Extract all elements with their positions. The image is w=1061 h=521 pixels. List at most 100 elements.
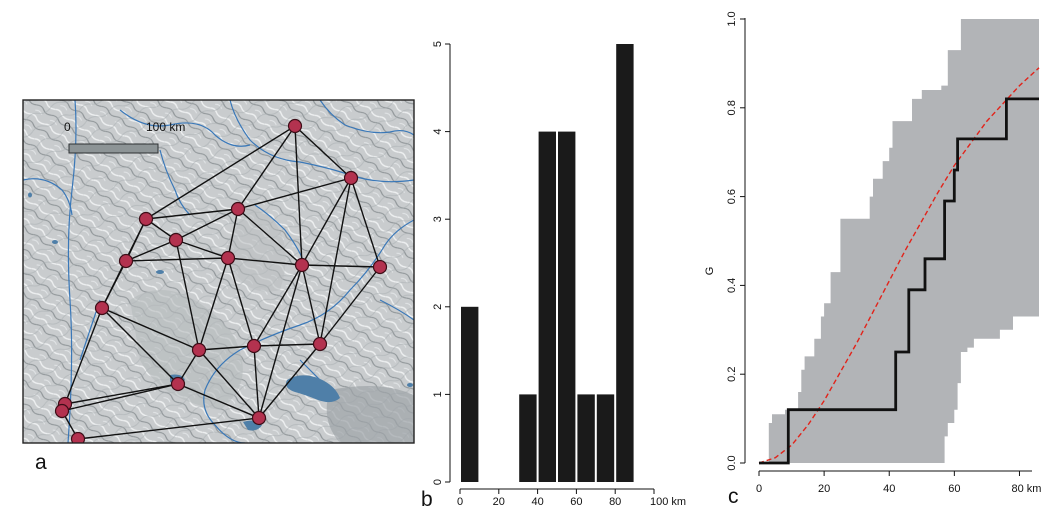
g-y-tick-label: 0.4 bbox=[726, 278, 738, 293]
map-frame bbox=[22, 99, 415, 444]
g-y-axis: 0.0 0.2 0.4 0.6 0.8 1.0 bbox=[726, 11, 746, 471]
network-node bbox=[118, 253, 134, 269]
histogram-bar bbox=[461, 306, 479, 482]
network-edge bbox=[77, 417, 260, 440]
network-edge bbox=[237, 125, 296, 210]
histogram-y-tick-label: 0 bbox=[432, 479, 444, 485]
network-edge bbox=[145, 208, 239, 220]
network-node bbox=[294, 257, 310, 273]
network-edge bbox=[253, 343, 321, 347]
network-node bbox=[191, 342, 207, 358]
network-node bbox=[94, 300, 110, 316]
simulation-envelope bbox=[759, 19, 1039, 463]
network-node bbox=[54, 403, 70, 419]
network-edge bbox=[319, 177, 352, 345]
panel-label-b: b bbox=[421, 488, 433, 511]
histogram-bars bbox=[461, 44, 634, 482]
scale-bar: 0 100 km bbox=[64, 120, 185, 154]
network-edge bbox=[125, 257, 229, 262]
network-edge bbox=[198, 349, 260, 419]
panel-label-a: a bbox=[35, 451, 47, 474]
network-node bbox=[230, 201, 246, 217]
g-y-axis-label: G bbox=[704, 267, 716, 276]
histogram-y-tick-label: 3 bbox=[432, 216, 444, 222]
network-edge bbox=[294, 125, 352, 179]
network-edge bbox=[64, 307, 103, 405]
histogram-bar bbox=[558, 131, 576, 482]
network-nodes bbox=[54, 118, 388, 443]
histogram-bar bbox=[616, 44, 634, 482]
network-node bbox=[343, 170, 359, 186]
g-y-tick-label: 1.0 bbox=[726, 11, 738, 26]
histogram-bar bbox=[538, 131, 556, 482]
network-edge bbox=[258, 343, 321, 419]
histogram-x-tick-label: 100 km bbox=[650, 496, 686, 508]
network-node bbox=[170, 376, 186, 392]
network-node bbox=[138, 211, 154, 227]
g-y-tick-label: 0.8 bbox=[726, 100, 738, 115]
g-y-tick-label: 0.2 bbox=[726, 367, 738, 382]
histogram-y-tick-label: 5 bbox=[432, 41, 444, 47]
histogram-x-tick-label: 0 bbox=[457, 496, 463, 508]
g-function-panel: 0 20 40 60 80 km 0.0 0.2 0.4 0.6 0.8 1.0 G bbox=[704, 11, 1041, 495]
histogram-y-tick-label: 4 bbox=[432, 129, 444, 135]
g-x-tick-label: 60 bbox=[948, 483, 960, 495]
network-edge bbox=[227, 208, 239, 259]
g-x-tick-label: 80 km bbox=[1011, 483, 1041, 495]
network-edge bbox=[301, 177, 352, 266]
network-edge bbox=[175, 239, 200, 351]
network-edge bbox=[237, 208, 303, 266]
histogram-bar bbox=[519, 394, 537, 482]
network-edge bbox=[227, 257, 303, 266]
network-edge bbox=[145, 125, 296, 220]
histogram-y-tick-label: 2 bbox=[432, 304, 444, 310]
g-x-tick-label: 20 bbox=[818, 483, 830, 495]
map-panel: 0 100 km bbox=[22, 99, 415, 444]
g-x-tick-label: 40 bbox=[883, 483, 895, 495]
network-edge bbox=[294, 125, 303, 266]
scale-bar-rect bbox=[68, 143, 159, 154]
network-edge bbox=[175, 208, 239, 241]
network-edge bbox=[258, 264, 303, 419]
network-edge bbox=[101, 307, 200, 351]
histogram-y-tick-label: 1 bbox=[432, 391, 444, 397]
g-x-tick-label: 0 bbox=[756, 483, 762, 495]
network-node bbox=[287, 118, 303, 134]
g-x-axis: 0 20 40 60 80 km bbox=[756, 470, 1041, 495]
histogram-x-axis: 0 20 40 60 80 100 km bbox=[457, 488, 686, 508]
network-edge bbox=[301, 264, 321, 345]
network-edge bbox=[227, 257, 255, 347]
scale-bar-start-label: 0 bbox=[64, 120, 71, 134]
network-node bbox=[312, 336, 328, 352]
network-edge bbox=[350, 177, 381, 268]
g-y-tick-label: 0.6 bbox=[726, 189, 738, 204]
network-edge bbox=[61, 383, 179, 412]
network-edge bbox=[198, 345, 255, 351]
histogram-x-tick-label: 20 bbox=[493, 496, 505, 508]
network-node bbox=[220, 250, 236, 266]
network-edge bbox=[253, 345, 260, 419]
network-edge bbox=[125, 239, 177, 262]
network-edge bbox=[175, 239, 229, 259]
network-node bbox=[251, 410, 267, 426]
network-edge bbox=[64, 383, 179, 405]
histogram-x-tick-label: 80 bbox=[609, 496, 621, 508]
observed-step-function bbox=[759, 97, 1039, 465]
network-node bbox=[372, 259, 388, 275]
network-edge bbox=[253, 264, 303, 347]
network-edge bbox=[319, 266, 381, 345]
network-node bbox=[168, 232, 184, 248]
network-node bbox=[246, 338, 262, 354]
network-edge bbox=[237, 177, 352, 210]
histogram-x-tick-label: 60 bbox=[570, 496, 582, 508]
network-edge bbox=[198, 257, 229, 351]
g-y-tick-label: 0.0 bbox=[726, 455, 738, 470]
histogram-bar bbox=[577, 394, 595, 482]
histogram-x-tick-label: 40 bbox=[531, 496, 543, 508]
network-node bbox=[70, 431, 86, 443]
scale-bar-end-label: 100 km bbox=[146, 120, 185, 134]
histogram-panel: 0 20 40 60 80 100 km 0 1 2 3 4 5 bbox=[432, 41, 686, 508]
histogram-bar bbox=[596, 394, 615, 482]
histogram-y-axis: 0 1 2 3 4 5 bbox=[432, 41, 451, 485]
